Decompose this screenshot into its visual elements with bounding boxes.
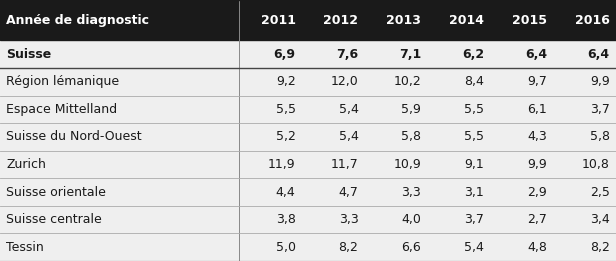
Text: Suisse centrale: Suisse centrale	[6, 213, 102, 226]
Text: 5,4: 5,4	[339, 130, 359, 144]
Text: 2015: 2015	[512, 14, 547, 27]
Text: 2,5: 2,5	[590, 186, 610, 199]
Bar	[0, 233, 616, 261]
Text: 5,8: 5,8	[590, 130, 610, 144]
Text: Suisse du Nord-Ouest: Suisse du Nord-Ouest	[6, 130, 142, 144]
Text: 9,7: 9,7	[527, 75, 547, 88]
Text: Suisse: Suisse	[6, 48, 51, 61]
Text: 9,9: 9,9	[590, 75, 610, 88]
Bar	[0, 0, 616, 40]
Text: 4,8: 4,8	[527, 241, 547, 254]
Text: Suisse orientale: Suisse orientale	[6, 186, 106, 199]
Bar	[0, 96, 616, 123]
Text: 6,4: 6,4	[525, 48, 547, 61]
Text: 11,7: 11,7	[331, 158, 359, 171]
Text: 5,5: 5,5	[464, 130, 484, 144]
Text: 9,1: 9,1	[464, 158, 484, 171]
Text: 6,4: 6,4	[588, 48, 610, 61]
Text: 2,7: 2,7	[527, 213, 547, 226]
Text: 3,7: 3,7	[464, 213, 484, 226]
Text: 8,2: 8,2	[339, 241, 359, 254]
Text: 8,4: 8,4	[464, 75, 484, 88]
Text: 2011: 2011	[261, 14, 296, 27]
Text: 7,1: 7,1	[399, 48, 421, 61]
Text: 5,4: 5,4	[339, 103, 359, 116]
Bar	[0, 178, 616, 206]
Text: 4,3: 4,3	[527, 130, 547, 144]
Text: 2013: 2013	[386, 14, 421, 27]
Text: Espace Mittelland: Espace Mittelland	[6, 103, 117, 116]
Text: 4,0: 4,0	[402, 213, 421, 226]
Text: 3,7: 3,7	[590, 103, 610, 116]
Text: Tessin: Tessin	[6, 241, 44, 254]
Text: 5,5: 5,5	[275, 103, 296, 116]
Text: Année de diagnostic: Année de diagnostic	[6, 14, 149, 27]
Text: 3,1: 3,1	[464, 186, 484, 199]
Text: 3,3: 3,3	[402, 186, 421, 199]
Text: 9,9: 9,9	[527, 158, 547, 171]
Text: 6,1: 6,1	[527, 103, 547, 116]
Bar	[0, 123, 616, 151]
Text: 9,2: 9,2	[276, 75, 296, 88]
Text: 2014: 2014	[449, 14, 484, 27]
Text: 11,9: 11,9	[268, 158, 296, 171]
Text: 8,2: 8,2	[590, 241, 610, 254]
Text: 10,2: 10,2	[394, 75, 421, 88]
Text: 7,6: 7,6	[336, 48, 359, 61]
Text: 6,9: 6,9	[274, 48, 296, 61]
Text: 3,4: 3,4	[590, 213, 610, 226]
Bar	[0, 151, 616, 178]
Text: 5,2: 5,2	[276, 130, 296, 144]
Text: 10,8: 10,8	[582, 158, 610, 171]
Text: 3,8: 3,8	[276, 213, 296, 226]
Text: 5,0: 5,0	[275, 241, 296, 254]
Text: 10,9: 10,9	[394, 158, 421, 171]
Text: 6,6: 6,6	[402, 241, 421, 254]
Bar	[0, 40, 616, 68]
Text: 3,3: 3,3	[339, 213, 359, 226]
Text: 12,0: 12,0	[331, 75, 359, 88]
Text: Région lémanique: Région lémanique	[6, 75, 120, 88]
Text: 4,7: 4,7	[339, 186, 359, 199]
Text: 5,5: 5,5	[464, 103, 484, 116]
Text: 5,9: 5,9	[402, 103, 421, 116]
Text: 5,8: 5,8	[401, 130, 421, 144]
Text: Zurich: Zurich	[6, 158, 46, 171]
Text: 6,2: 6,2	[462, 48, 484, 61]
Text: 2012: 2012	[323, 14, 359, 27]
Text: 2016: 2016	[575, 14, 610, 27]
Text: 2,9: 2,9	[527, 186, 547, 199]
Text: 5,4: 5,4	[464, 241, 484, 254]
Bar	[0, 68, 616, 96]
Bar	[0, 206, 616, 233]
Text: 4,4: 4,4	[276, 186, 296, 199]
